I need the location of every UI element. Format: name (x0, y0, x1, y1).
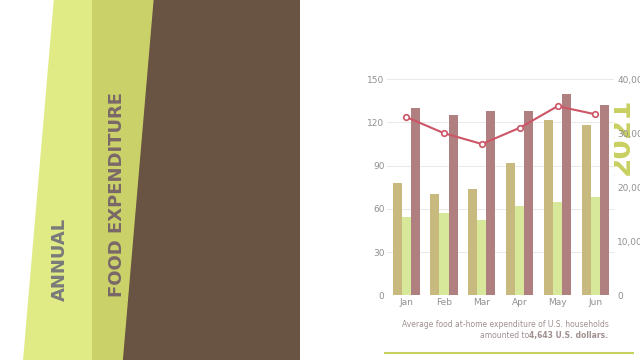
Bar (468, 189, 477, 295)
Text: amounted to: amounted to (480, 331, 531, 340)
Bar (392, 183, 401, 295)
Text: 4,643 U.S. dollars.: 4,643 U.S. dollars. (529, 331, 607, 340)
Bar (401, 217, 411, 295)
Text: FOOD EXPENDITURE: FOOD EXPENDITURE (108, 92, 126, 297)
Bar (515, 206, 524, 295)
Bar (544, 120, 553, 295)
Polygon shape (23, 0, 154, 360)
Bar (411, 108, 420, 295)
Bar (477, 220, 486, 295)
Bar (582, 125, 591, 295)
Bar (430, 194, 440, 295)
Bar (600, 105, 609, 295)
Text: ANNUAL: ANNUAL (51, 218, 68, 301)
Bar (562, 94, 572, 295)
Bar (440, 213, 449, 295)
Bar (92, 0, 300, 360)
Text: Average food at-home expenditure of U.S. households: Average food at-home expenditure of U.S.… (402, 320, 609, 329)
Text: 2021: 2021 (607, 98, 635, 175)
Bar (506, 163, 515, 295)
Bar (449, 115, 458, 295)
Bar (524, 111, 533, 295)
Bar (553, 202, 562, 295)
Bar (486, 111, 495, 295)
Bar (591, 197, 600, 295)
Bar (92, 0, 300, 360)
